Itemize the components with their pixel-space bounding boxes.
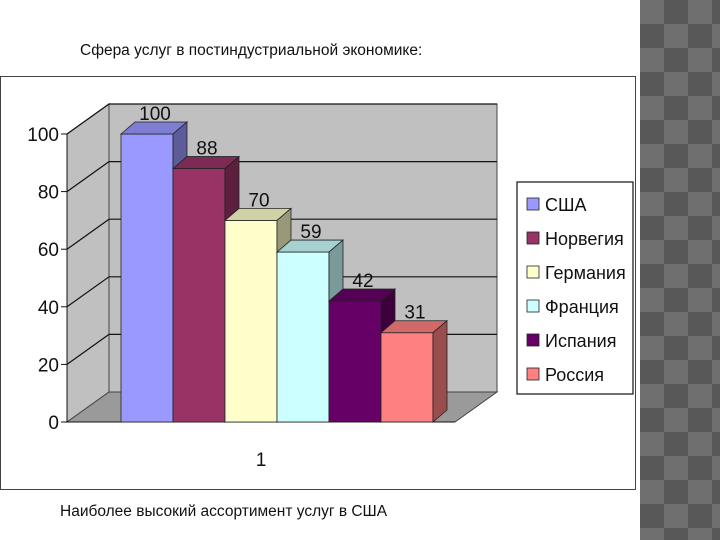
y-tick-label: 40 (38, 298, 59, 319)
legend-item: Франция (526, 297, 619, 317)
data-label: 42 (352, 271, 373, 292)
data-label: 88 (196, 139, 217, 160)
data-labels: 100 88 70 59 42 31 (139, 104, 425, 324)
bar-front (224, 219, 278, 423)
slide-caption: Наиболее высокий ассортимент услуг в США (60, 503, 388, 520)
legend-label: Россия (545, 365, 604, 385)
y-tick-label: 0 (48, 413, 59, 434)
legend-swatch (526, 367, 540, 381)
bar-front (276, 251, 330, 423)
decorative-pattern-panel (640, 0, 720, 540)
chart-frame: 0 20 40 60 80 100 1 100 88 70 59 42 31 США Норвегия Г… (0, 76, 636, 490)
gridline (66, 218, 497, 250)
bar-front (380, 332, 434, 423)
legend-swatch (526, 197, 540, 211)
legend-swatch (526, 231, 540, 245)
legend: США Норвегия Германия Франция Испания Россия (516, 181, 634, 395)
legend-item: Испания (526, 331, 616, 351)
y-tick-label: 60 (38, 240, 59, 261)
slide-title: Сфера услуг в постиндустриальной экономи… (80, 42, 423, 59)
legend-swatch (526, 265, 540, 279)
bar-front (328, 300, 382, 423)
legend-label: Франция (545, 297, 619, 317)
gridline (66, 103, 497, 135)
legend-item: Германия (526, 263, 626, 283)
bar-front (172, 168, 226, 423)
legend-swatch (526, 333, 540, 347)
bar-side (432, 319, 448, 423)
legend-swatch (526, 299, 540, 313)
legend-label: Норвегия (545, 229, 624, 249)
legend-item: Норвегия (526, 229, 624, 249)
gridline (66, 160, 497, 193)
y-tick-label: 100 (27, 125, 59, 146)
bar-chart: 0 20 40 60 80 100 1 100 88 70 59 42 31 США Норвегия Г… (27, 103, 634, 471)
legend-box (516, 181, 634, 395)
bars (119, 121, 449, 423)
data-label: 100 (139, 104, 171, 125)
bar-front (120, 133, 174, 423)
legend-label: Испания (545, 331, 616, 351)
data-label: 31 (404, 303, 425, 324)
side-wall (66, 103, 110, 423)
data-label: 59 (300, 222, 321, 243)
legend-label: США (545, 195, 587, 215)
bar-6 (379, 319, 449, 423)
data-label: 70 (248, 190, 269, 211)
legend-item: США (526, 195, 587, 215)
y-tick-label: 20 (38, 355, 59, 376)
gridline (66, 276, 497, 308)
x-category-label: 1 (256, 450, 267, 471)
y-tick-label: 80 (38, 183, 59, 204)
legend-label: Германия (545, 263, 626, 283)
legend-item: Россия (526, 365, 604, 385)
